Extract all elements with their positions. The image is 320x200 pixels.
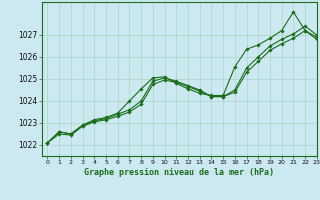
X-axis label: Graphe pression niveau de la mer (hPa): Graphe pression niveau de la mer (hPa) (84, 168, 274, 177)
